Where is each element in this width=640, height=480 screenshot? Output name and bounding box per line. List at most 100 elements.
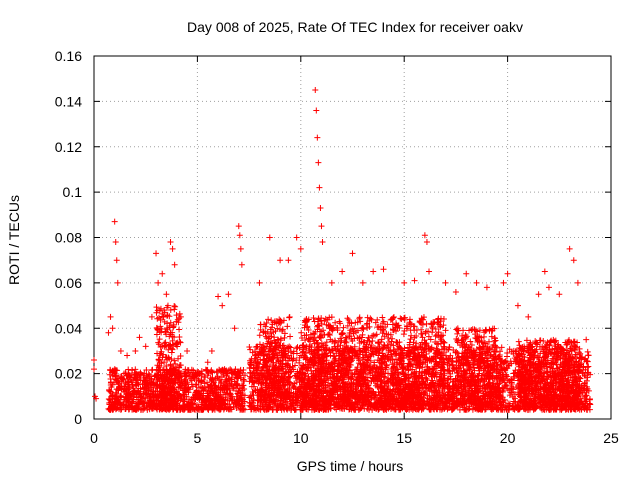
- x-tick-label: 5: [194, 430, 202, 446]
- data-point: [176, 310, 183, 317]
- data-point: [232, 366, 239, 373]
- data-point: [449, 397, 456, 404]
- data-point: [246, 344, 253, 351]
- data-point: [181, 405, 188, 412]
- data-point: [280, 405, 287, 412]
- data-point: [583, 387, 590, 394]
- data-point: [280, 382, 287, 389]
- data-point: [358, 404, 365, 411]
- data-point: [251, 377, 258, 384]
- data-point: [291, 406, 298, 413]
- data-point: [247, 361, 254, 368]
- data-point: [303, 343, 310, 350]
- data-point: [138, 371, 145, 378]
- data-point: [135, 396, 142, 403]
- data-point: [163, 402, 170, 409]
- data-point: [192, 391, 199, 398]
- data-point: [174, 397, 181, 404]
- data-point: [137, 399, 144, 406]
- data-point: [250, 368, 257, 375]
- data-point: [188, 396, 195, 403]
- data-point: [117, 392, 124, 399]
- data-point: [125, 381, 132, 388]
- data-point: [224, 370, 231, 377]
- x-tick-label: 15: [396, 430, 412, 446]
- data-point: [113, 394, 120, 401]
- data-point: [233, 405, 240, 412]
- data-point: [200, 397, 207, 404]
- data-point: [449, 368, 456, 375]
- x-tick-label: 0: [90, 430, 98, 446]
- data-point: [211, 390, 218, 397]
- data-point: [220, 371, 227, 378]
- data-point: [182, 378, 189, 385]
- data-point: [373, 382, 380, 389]
- data-point: [383, 362, 390, 369]
- grid-lines: [94, 56, 611, 419]
- axis-ticks: 0 5 10 15 20 2500.020.040.060.080.10.120.140.…: [55, 48, 619, 446]
- data-point: [105, 405, 112, 412]
- data-point: [129, 367, 136, 374]
- data-point: [193, 387, 200, 394]
- data-point: [291, 362, 298, 369]
- data-point: [252, 387, 259, 394]
- data-point: [210, 380, 217, 387]
- data-point: [120, 386, 127, 393]
- data-point: [436, 406, 443, 413]
- data-point: [235, 375, 242, 382]
- data-point: [108, 403, 115, 410]
- data-point: [578, 398, 585, 405]
- data-point: [124, 381, 131, 388]
- data-point: [156, 336, 163, 343]
- data-point: [439, 386, 446, 393]
- data-point: [238, 398, 245, 405]
- data-point: [586, 406, 593, 413]
- data-point: [214, 394, 221, 401]
- data-point: [195, 384, 202, 391]
- data-point: [504, 350, 511, 357]
- data-point: [221, 389, 228, 396]
- data-point: [582, 373, 589, 380]
- data-point: [207, 375, 214, 382]
- data-point: [507, 376, 514, 383]
- data-point: [577, 375, 584, 382]
- data-point: [246, 364, 253, 371]
- data-point: [286, 314, 293, 321]
- data-point: [210, 403, 217, 410]
- data-point: [477, 344, 484, 351]
- data-point: [134, 403, 141, 410]
- data-point: [487, 405, 494, 412]
- data-point: [217, 376, 224, 383]
- data-point: [198, 377, 205, 384]
- data-point: [120, 402, 127, 409]
- data-point: [280, 348, 287, 355]
- data-point: [119, 375, 126, 382]
- data-point: [502, 404, 509, 411]
- data-point: [239, 387, 246, 394]
- data-point: [135, 388, 142, 395]
- data-point: [228, 406, 235, 413]
- data-point: [148, 367, 155, 374]
- data-point: [510, 405, 517, 412]
- data-point: [109, 393, 116, 400]
- data-point: [469, 406, 476, 413]
- data-point: [501, 367, 508, 374]
- data-point: [288, 405, 295, 412]
- data-point: [450, 405, 457, 412]
- data-point: [217, 399, 224, 406]
- data-point: [181, 370, 188, 377]
- data-point: [218, 400, 225, 407]
- data-point: [506, 402, 513, 409]
- data-point: [511, 375, 518, 382]
- data-point: [166, 406, 173, 413]
- data-point: [227, 366, 234, 373]
- data-points: [91, 87, 594, 413]
- data-point: [232, 400, 239, 407]
- data-point: [461, 406, 468, 413]
- data-point: [447, 393, 454, 400]
- data-point: [581, 394, 588, 401]
- data-point: [143, 389, 150, 396]
- data-point: [171, 303, 178, 310]
- data-point: [204, 395, 211, 402]
- data-point: [226, 382, 233, 389]
